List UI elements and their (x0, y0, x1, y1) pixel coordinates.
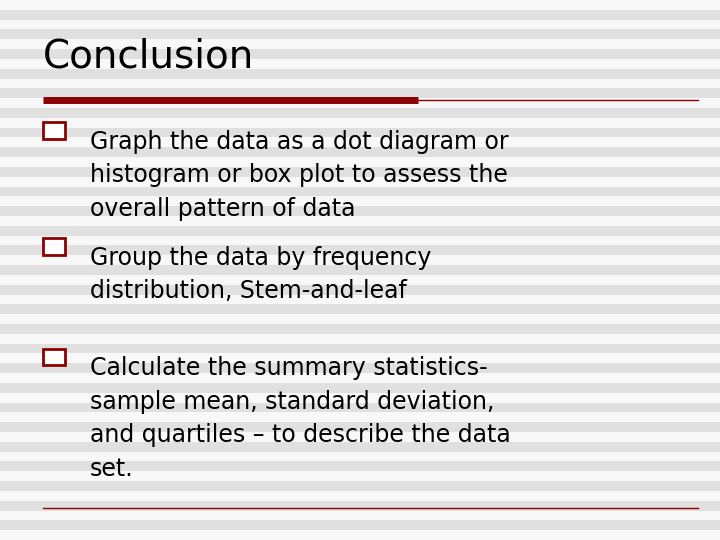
Bar (0, 442, 720, 451)
Bar (0, 530, 720, 540)
Bar (0, 451, 720, 462)
Bar (0, 177, 720, 186)
Bar (0, 118, 720, 127)
FancyBboxPatch shape (43, 122, 65, 138)
Bar (0, 78, 720, 89)
Bar (0, 49, 720, 59)
Bar (0, 334, 720, 343)
Text: Conclusion: Conclusion (43, 38, 254, 76)
Bar (0, 383, 720, 393)
Bar (0, 265, 720, 275)
Bar (0, 402, 720, 413)
Bar (0, 521, 720, 530)
Bar (0, 413, 720, 422)
Bar (0, 393, 720, 402)
Bar (0, 510, 720, 521)
Bar (0, 422, 720, 432)
Bar (0, 69, 720, 78)
Bar (0, 324, 720, 334)
Bar (0, 108, 720, 118)
FancyBboxPatch shape (43, 349, 65, 365)
Bar (0, 39, 720, 49)
Bar (0, 216, 720, 226)
Bar (0, 197, 720, 206)
Bar (0, 354, 720, 363)
Bar (0, 471, 720, 481)
Bar (0, 255, 720, 265)
Bar (0, 285, 720, 294)
Bar (0, 491, 720, 501)
Bar (0, 59, 720, 69)
Bar (0, 206, 720, 216)
Bar (0, 373, 720, 383)
Bar (0, 481, 720, 491)
Bar (0, 343, 720, 354)
Bar (0, 246, 720, 255)
Bar (0, 30, 720, 39)
Bar (0, 138, 720, 147)
Bar (0, 462, 720, 471)
Bar (0, 10, 720, 19)
Bar (0, 294, 720, 305)
Bar (0, 186, 720, 197)
FancyBboxPatch shape (43, 238, 65, 254)
Bar (0, 363, 720, 373)
Bar (0, 501, 720, 510)
Bar (0, 157, 720, 167)
Bar (0, 167, 720, 177)
Bar (0, 127, 720, 138)
Text: Group the data by frequency
distribution, Stem-and-leaf: Group the data by frequency distribution… (90, 246, 431, 303)
Bar (0, 314, 720, 324)
Bar (0, 147, 720, 157)
Bar (0, 19, 720, 30)
Bar (0, 89, 720, 98)
Bar (0, 305, 720, 314)
Text: Calculate the summary statistics-
sample mean, standard deviation,
and quartiles: Calculate the summary statistics- sample… (90, 356, 510, 481)
Bar (0, 275, 720, 285)
Bar (0, 98, 720, 108)
Bar (0, 0, 720, 10)
Bar (0, 226, 720, 235)
Bar (0, 432, 720, 442)
Bar (0, 235, 720, 246)
Text: Graph the data as a dot diagram or
histogram or box plot to assess the
overall p: Graph the data as a dot diagram or histo… (90, 130, 508, 221)
